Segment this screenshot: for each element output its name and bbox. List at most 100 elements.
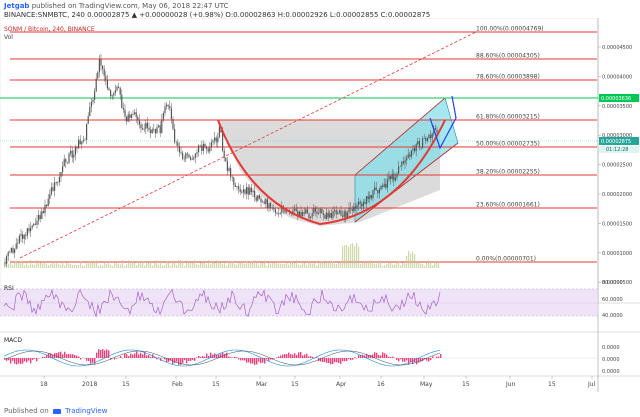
volume-bar (192, 262, 194, 268)
macd-histogram-bar (92, 358, 94, 363)
macd-histogram-bar (14, 358, 16, 364)
time-tick-label: 15 (462, 381, 470, 388)
volume-bar (326, 261, 328, 268)
candle-body (86, 123, 88, 140)
candle-body (401, 161, 403, 167)
macd-histogram-bar (298, 352, 300, 358)
candle-body (246, 187, 248, 194)
macd-histogram-bar (292, 354, 294, 358)
volume-bar (238, 262, 240, 268)
candle-body (366, 196, 368, 204)
macd-histogram-bar (184, 358, 186, 361)
macd-histogram-bar (260, 358, 262, 364)
candle-body (14, 249, 16, 253)
volume-bar (194, 260, 196, 268)
volume-bar (18, 262, 20, 268)
volume-bar (102, 265, 104, 268)
volume-bar (224, 263, 226, 268)
price-chart[interactable]: 0.00004500 0.00004000 0.00003500 0.00003000… (0, 18, 640, 404)
macd-histogram-bar (52, 354, 54, 358)
candle-body (356, 204, 358, 209)
volume-bar (214, 262, 216, 268)
volume-bar (132, 261, 134, 268)
candle-body (182, 152, 184, 159)
volume-bar (128, 260, 130, 268)
volume-bar (164, 264, 166, 268)
macd-histogram-bar (164, 358, 166, 360)
candle-body (94, 91, 96, 100)
volume-bar (74, 264, 76, 268)
volume-bar (244, 263, 246, 268)
macd-histogram-bar (96, 352, 98, 358)
candle-body (412, 148, 414, 151)
volume-bar (182, 261, 184, 268)
macd-histogram-bar (386, 354, 388, 358)
author-name[interactable]: Jetgab (4, 2, 30, 10)
volume-bar (154, 262, 156, 268)
macd-histogram-bar (238, 358, 240, 360)
macd-histogram-bar (72, 354, 74, 358)
last-price-text: 0.00002875 (601, 139, 631, 145)
candle-body (73, 154, 75, 158)
volume-bar (24, 265, 26, 268)
candle-body (106, 80, 108, 89)
candle-body (268, 203, 270, 208)
macd-histogram-bar (68, 353, 70, 358)
candle-body (316, 211, 318, 214)
candle-body (201, 145, 203, 151)
macd-histogram-bar (288, 352, 290, 358)
candle-body (326, 212, 328, 219)
volume-bar (374, 264, 376, 268)
volume-bar (98, 265, 100, 268)
macd-histogram-bar (408, 358, 410, 365)
candle-body (89, 107, 91, 117)
candle-body (367, 196, 369, 200)
macd-histogram-bar (146, 355, 148, 358)
volume-bar (346, 244, 348, 268)
candle-body (105, 75, 107, 81)
volume-bar (162, 265, 164, 268)
volume-bar (256, 260, 258, 268)
candle-body (223, 150, 225, 158)
volume-bar (334, 264, 336, 268)
candle-body (318, 212, 320, 214)
volume-bar (20, 261, 22, 268)
volume-bar (258, 264, 260, 268)
candle-body (377, 190, 379, 194)
candle-body (327, 212, 329, 218)
volume-bar (38, 263, 40, 268)
volume-bar (184, 265, 186, 268)
volume-bar (274, 262, 276, 268)
macd-histogram-bar (378, 354, 380, 358)
candle-body (161, 119, 163, 134)
candle-body (114, 90, 116, 93)
macd-histogram-bar (338, 358, 340, 363)
candle-body (6, 256, 8, 264)
macd-histogram-bar (234, 356, 236, 358)
volume-bar (76, 265, 78, 268)
candle-body (238, 186, 240, 189)
volume-bar (172, 260, 174, 268)
volume-bar (354, 245, 356, 268)
macd-histogram-bar (352, 358, 354, 360)
time-tick-label: 15 (122, 381, 130, 388)
candle-body (38, 214, 40, 221)
candle-body (234, 185, 236, 187)
volume-bar (32, 264, 34, 268)
candle-body (242, 189, 244, 193)
green-level-text: 0.00003636 (601, 96, 631, 102)
candle-body (362, 201, 364, 207)
volume-bar (84, 265, 86, 268)
candle-body (166, 104, 168, 107)
volume-bar (254, 260, 256, 268)
volume-bar (264, 260, 266, 268)
macd-histogram-bar (150, 356, 152, 358)
macd-histogram-bar (16, 358, 18, 365)
footer-brand[interactable]: TradingView (65, 407, 108, 415)
candle-body (70, 150, 72, 154)
volume-bar (174, 263, 176, 268)
candle-body (225, 157, 227, 162)
macd-histogram-bar (158, 357, 160, 358)
macd-histogram-bar (148, 355, 150, 358)
volume-bar (266, 265, 268, 268)
